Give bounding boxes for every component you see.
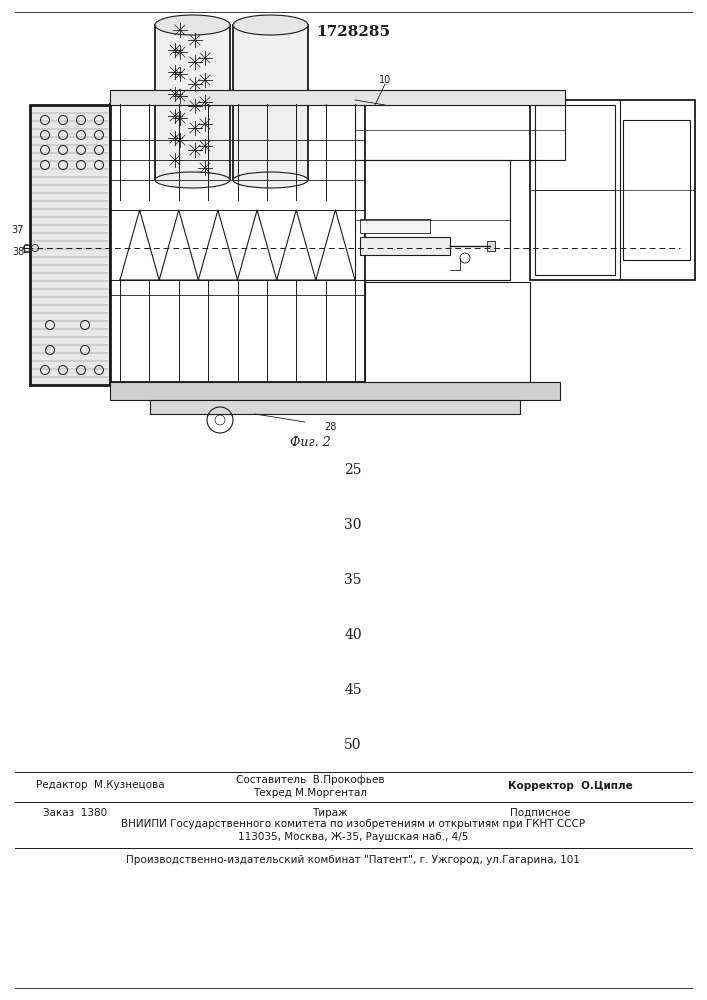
Bar — [360, 219, 430, 233]
Bar — [623, 120, 690, 260]
Bar — [535, 105, 615, 275]
Text: Составитель  В.Прокофьев: Составитель В.Прокофьев — [235, 775, 385, 785]
Bar — [365, 282, 530, 382]
Text: 45: 45 — [344, 683, 362, 697]
Bar — [155, 25, 230, 180]
Text: 35: 35 — [344, 573, 362, 587]
Text: 37: 37 — [12, 225, 24, 235]
Text: Редактор  М.Кузнецова: Редактор М.Кузнецова — [35, 780, 164, 790]
Bar — [487, 241, 495, 251]
Bar — [360, 237, 450, 255]
Bar — [110, 382, 560, 400]
Text: 10: 10 — [379, 75, 391, 85]
Bar — [530, 100, 695, 280]
Text: Тираж: Тираж — [312, 808, 348, 818]
Text: Фиг. 2: Фиг. 2 — [290, 436, 330, 448]
Bar — [30, 105, 110, 385]
Ellipse shape — [233, 172, 308, 188]
Text: 25: 25 — [344, 463, 362, 477]
Bar — [150, 400, 520, 414]
Bar — [355, 160, 510, 280]
Text: Производственно-издательский комбинат "Патент", г. Ужгород, ул.Гагарина, 101: Производственно-издательский комбинат "П… — [126, 855, 580, 865]
Ellipse shape — [155, 172, 230, 188]
Text: ВНИИПИ Государственного комитета по изобретениям и открытиям при ГКНТ СССР: ВНИИПИ Государственного комитета по изоб… — [121, 819, 585, 829]
Text: Техред М.Моргентал: Техред М.Моргентал — [253, 788, 367, 798]
Bar — [355, 100, 565, 160]
Text: 28: 28 — [324, 422, 337, 432]
Text: Заказ  1380: Заказ 1380 — [43, 808, 107, 818]
Ellipse shape — [233, 15, 308, 35]
Text: 50: 50 — [344, 738, 362, 752]
Text: 113035, Москва, Ж-35, Раушская наб., 4/5: 113035, Москва, Ж-35, Раушская наб., 4/5 — [238, 832, 468, 842]
Bar — [110, 104, 365, 382]
Text: 40: 40 — [344, 628, 362, 642]
Text: Подписное: Подписное — [510, 808, 570, 818]
Bar — [110, 90, 565, 105]
Ellipse shape — [155, 15, 230, 35]
Text: 30: 30 — [344, 518, 362, 532]
Text: 1728285: 1728285 — [316, 25, 390, 39]
Text: 38: 38 — [12, 247, 24, 257]
Text: Корректор  О.Ципле: Корректор О.Ципле — [508, 781, 632, 791]
Bar — [233, 25, 308, 180]
